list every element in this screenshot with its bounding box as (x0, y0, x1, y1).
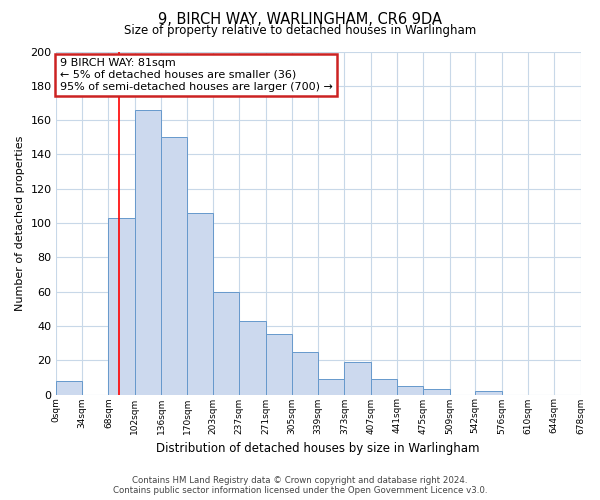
Bar (397, 386, 424, 394)
Bar (266, 334, 292, 394)
Bar (213, 292, 239, 395)
Bar (187, 212, 213, 394)
Bar (135, 110, 161, 395)
Text: Contains HM Land Registry data © Crown copyright and database right 2024.
Contai: Contains HM Land Registry data © Crown c… (113, 476, 487, 495)
Bar (318, 379, 344, 394)
Bar (475, 391, 502, 394)
Y-axis label: Number of detached properties: Number of detached properties (15, 136, 25, 310)
Bar (239, 321, 266, 394)
Bar (161, 138, 187, 394)
Text: Size of property relative to detached houses in Warlingham: Size of property relative to detached ho… (124, 24, 476, 37)
X-axis label: Distribution of detached houses by size in Warlingham: Distribution of detached houses by size … (157, 442, 480, 455)
Text: 9 BIRCH WAY: 81sqm
← 5% of detached houses are smaller (36)
95% of semi-detached: 9 BIRCH WAY: 81sqm ← 5% of detached hous… (60, 58, 332, 92)
Bar (344, 362, 371, 394)
Text: 9, BIRCH WAY, WARLINGHAM, CR6 9DA: 9, BIRCH WAY, WARLINGHAM, CR6 9DA (158, 12, 442, 28)
Bar (292, 352, 318, 395)
Bar (109, 218, 135, 394)
Bar (424, 390, 450, 394)
Bar (56, 381, 82, 394)
Bar (371, 379, 397, 394)
